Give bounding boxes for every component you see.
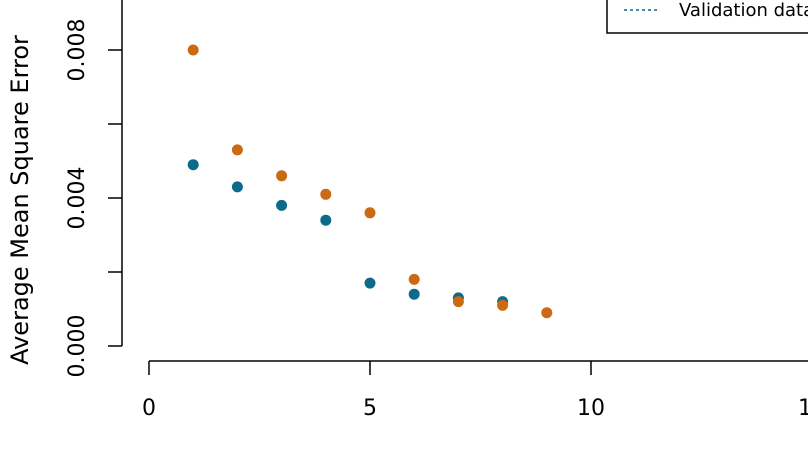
data-point-series-2: [364, 207, 376, 219]
data-points: [187, 44, 553, 319]
y-tick-label: 0.004: [65, 167, 90, 230]
data-point-series-2: [276, 170, 288, 182]
data-point-series-2: [231, 144, 243, 156]
data-point-series-2: [408, 273, 420, 285]
data-point-series-1: [187, 159, 199, 171]
data-point-series-1: [364, 277, 376, 289]
data-point-series-2: [452, 296, 464, 308]
data-point-series-1: [320, 214, 332, 226]
y-tick-label: 0.008: [65, 19, 90, 82]
x-axis: 0 5 10 15: [142, 360, 808, 421]
x-tick-label: 5: [363, 396, 377, 421]
legend-box: [606, 0, 808, 34]
legend: Validation data: [606, 0, 808, 34]
data-point-series-1: [231, 181, 243, 193]
y-axis: 0.000 0.004 0.008: [65, 0, 123, 378]
y-axis-title: Average Mean Square Error: [6, 35, 34, 365]
legend-label-validation: Validation data: [679, 0, 808, 21]
data-point-series-2: [320, 188, 332, 200]
x-tick-label: 10: [577, 396, 605, 421]
data-point-series-2: [497, 299, 509, 311]
data-point-series-1: [408, 288, 420, 300]
y-tick-label: 0.000: [65, 315, 90, 378]
data-point-series-2: [541, 307, 553, 319]
x-tick-label: 15: [798, 396, 808, 421]
data-point-series-2: [187, 44, 199, 56]
x-tick-label: 0: [142, 396, 156, 421]
data-point-series-1: [276, 199, 288, 211]
